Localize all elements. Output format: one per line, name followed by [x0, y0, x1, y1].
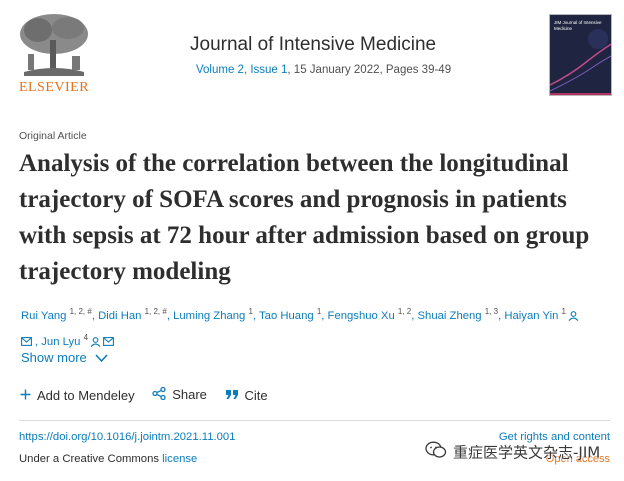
journal-header: ELSEVIER Journal of Intensive Medicine V…	[0, 0, 624, 112]
add-to-mendeley-label: Add to Mendeley	[37, 387, 135, 403]
license-prefix: Under a Creative Commons	[19, 453, 163, 465]
cite-button[interactable]: Cite	[225, 387, 268, 403]
author-link[interactable]: Jun Lyu 4	[41, 332, 114, 348]
mail-icon[interactable]	[21, 336, 32, 347]
author-name: Luming Zhang	[173, 309, 246, 322]
share-label: Share	[172, 387, 207, 403]
author-name: Shuai Zheng	[417, 309, 482, 322]
elsevier-logo[interactable]: ELSEVIER	[14, 12, 94, 100]
author-link[interactable]: Shuai Zheng 1, 3	[417, 307, 499, 322]
person-icon[interactable]	[568, 310, 579, 321]
watermark-text: 重症医学英文杂志-JIM	[453, 443, 601, 462]
author-affiliation: 1, 3	[484, 307, 499, 316]
author-list: Rui Yang 1, 2, #, Didi Han 1, 2, #, Lumi…	[21, 301, 611, 353]
author-affiliation: 1, 2, #	[144, 307, 167, 316]
person-icon[interactable]	[90, 336, 101, 347]
issue-date-pages: , 15 January 2022, Pages 39-49	[287, 64, 452, 76]
article-title: Analysis of the correlation between the …	[19, 150, 590, 285]
author-affiliation: 4	[83, 332, 89, 342]
article-type: Original Article	[19, 130, 87, 142]
author-link[interactable]: Rui Yang 1, 2, #	[21, 307, 92, 322]
journal-cover-image[interactable]: JIM Journal of Intensive Medicine	[549, 14, 612, 96]
author-name: Jun Lyu	[41, 335, 81, 348]
show-more-button[interactable]: Show more	[21, 350, 108, 366]
author-name: Tao Huang	[259, 309, 314, 322]
author-affiliation: 1	[561, 307, 566, 316]
author-link[interactable]: Luming Zhang 1	[173, 307, 253, 322]
author-name: Rui Yang	[21, 309, 67, 322]
chevron-down-icon	[95, 351, 108, 366]
author-affiliation: 1, 2, #	[69, 307, 92, 316]
wechat-icon	[425, 441, 447, 463]
watermark: 重症医学英文杂志-JIM	[425, 441, 600, 467]
author-link[interactable]: Tao Huang 1	[259, 307, 322, 322]
share-icon	[152, 386, 166, 403]
author-name: Fengshuo Xu	[327, 309, 395, 322]
open-access-badge: Open access	[545, 453, 610, 465]
mail-icon[interactable]	[103, 336, 114, 347]
author-affiliation: 1	[316, 307, 322, 316]
author-name: Didi Han	[98, 309, 142, 322]
author-affiliation: 1	[248, 307, 253, 316]
add-to-mendeley-button[interactable]: Add to Mendeley	[20, 387, 135, 403]
plus-icon	[20, 388, 31, 403]
show-more-label: Show more	[21, 350, 87, 365]
journal-meta: Volume 2, Issue 1, 15 January 2022, Page…	[196, 64, 451, 76]
license-line: Under a Creative Commons license	[19, 453, 197, 465]
journal-title[interactable]: Journal of Intensive Medicine	[190, 34, 437, 55]
license-link[interactable]: license	[162, 453, 198, 465]
share-button[interactable]: Share	[152, 386, 207, 403]
section-divider	[19, 420, 610, 421]
quote-icon	[225, 388, 239, 403]
elsevier-tree-icon	[14, 12, 94, 78]
author-name: Haiyan Yin	[504, 309, 559, 322]
author-affiliation: 1, 2	[397, 307, 412, 316]
cite-label: Cite	[244, 387, 268, 403]
author-link[interactable]: Didi Han 1, 2, #	[98, 307, 167, 322]
doi-link[interactable]: https://doi.org/10.1016/j.jointm.2021.11…	[19, 431, 236, 443]
rights-link[interactable]: Get rights and content	[498, 431, 610, 443]
cover-title: JIM Journal of Intensive Medicine	[554, 20, 602, 31]
volume-issue-link[interactable]: Volume 2, Issue 1	[196, 64, 288, 76]
elsevier-wordmark: ELSEVIER	[18, 80, 90, 95]
article-actions: Add to Mendeley Share Cite	[20, 386, 282, 404]
cover-art-icon	[550, 15, 611, 95]
author-link[interactable]: Haiyan Yin 1	[504, 307, 579, 322]
author-link[interactable]: Fengshuo Xu 1, 2	[327, 307, 412, 322]
